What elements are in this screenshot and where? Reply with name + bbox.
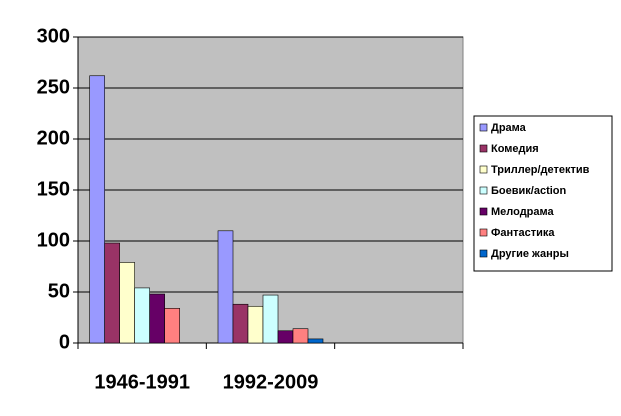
bar (262, 294, 279, 344)
bar (277, 330, 294, 344)
bar (119, 262, 135, 344)
bar (292, 328, 309, 344)
bar (164, 308, 180, 344)
y-tick-label: 100 (37, 229, 70, 251)
legend-label: Мелодрама (491, 206, 555, 218)
legend-box (473, 115, 613, 272)
bar (217, 230, 234, 344)
y-tick-label: 0 (59, 331, 70, 353)
y-tick-label: 300 (37, 25, 70, 47)
legend-label: Триллер/детектив (491, 164, 590, 176)
bar (134, 287, 150, 344)
legend-swatch (479, 123, 488, 132)
legend-label: Комедия (491, 143, 539, 155)
bar (307, 338, 324, 344)
bar (104, 242, 120, 344)
y-tick-label: 200 (37, 127, 70, 149)
legend-label: Боевик/action (491, 185, 567, 197)
legend-swatch (479, 165, 488, 174)
legend-swatch (479, 186, 488, 195)
y-tick-label: 150 (37, 178, 70, 200)
x-tick-label: 1992-2009 (223, 371, 319, 393)
legend-label: Драма (491, 122, 527, 134)
legend-label: Фантастика (491, 227, 555, 239)
legend-swatch (479, 207, 488, 216)
y-tick-label: 50 (48, 280, 70, 302)
bar (247, 305, 264, 344)
legend-swatch (479, 249, 488, 258)
y-tick-label: 250 (37, 76, 70, 98)
legend-swatch (479, 228, 488, 237)
legend-label: Другие жанры (491, 248, 569, 260)
bar (232, 303, 249, 344)
bar (89, 75, 105, 344)
x-tick-label: 1946-1991 (94, 371, 190, 393)
bar (149, 293, 165, 344)
legend-swatch (479, 144, 488, 153)
